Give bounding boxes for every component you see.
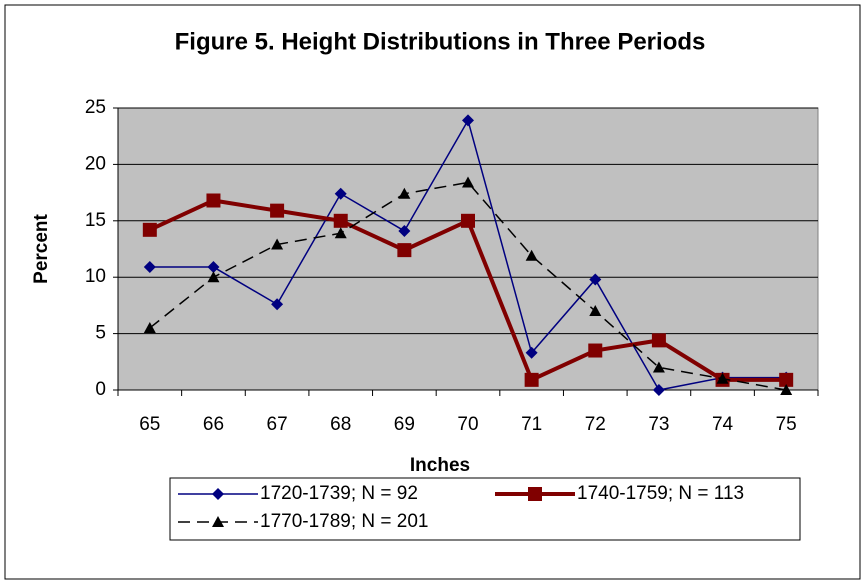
data-point bbox=[779, 372, 794, 387]
data-point bbox=[143, 321, 156, 333]
data-point bbox=[270, 203, 285, 218]
x-tick-label: 67 bbox=[267, 414, 288, 435]
data-point bbox=[334, 227, 347, 239]
y-tick-label: 0 bbox=[95, 379, 106, 400]
data-point bbox=[652, 384, 665, 396]
data-point bbox=[651, 333, 666, 348]
chart-title: Figure 5. Height Distributions in Three … bbox=[175, 28, 706, 55]
x-tick-label: 71 bbox=[521, 414, 542, 435]
legend-label: 1740-1759; N = 113 bbox=[577, 483, 744, 504]
data-point bbox=[589, 273, 602, 286]
data-point bbox=[462, 176, 474, 188]
legend-marker bbox=[528, 487, 542, 501]
x-tick-label: 65 bbox=[139, 414, 160, 435]
legend-box bbox=[169, 477, 801, 541]
y-tick-label: 25 bbox=[85, 97, 106, 118]
data-point bbox=[525, 346, 538, 359]
data-point bbox=[524, 372, 539, 387]
data-point bbox=[461, 213, 475, 228]
data-point bbox=[206, 193, 221, 208]
legend-marker bbox=[212, 488, 224, 500]
x-tick-label: 70 bbox=[457, 414, 478, 435]
data-point bbox=[462, 114, 474, 127]
data-point bbox=[207, 271, 220, 283]
data-point bbox=[397, 243, 412, 258]
data-point bbox=[780, 384, 793, 395]
plot-area bbox=[117, 107, 819, 391]
legend-marker bbox=[212, 516, 224, 527]
data-point bbox=[333, 213, 348, 228]
data-point bbox=[334, 187, 347, 200]
x-axis-title: Inches bbox=[410, 455, 470, 476]
y-axis-title: Percent bbox=[31, 213, 52, 283]
legend-label: 1770-1789; N = 201 bbox=[260, 511, 429, 532]
data-point bbox=[143, 261, 156, 274]
y-tick-label: 10 bbox=[85, 266, 106, 287]
data-point bbox=[716, 372, 729, 384]
x-tick-label: 66 bbox=[203, 414, 224, 435]
y-tick-label: 5 bbox=[95, 323, 106, 344]
data-point bbox=[207, 261, 220, 274]
x-tick-label: 73 bbox=[648, 414, 669, 435]
data-point bbox=[271, 238, 284, 250]
legend-label: 1720-1739; N = 92 bbox=[260, 483, 418, 504]
data-point bbox=[589, 305, 602, 317]
data-point bbox=[142, 222, 157, 237]
data-point bbox=[652, 361, 665, 373]
data-point bbox=[271, 298, 284, 311]
data-point bbox=[588, 343, 603, 358]
x-tick-label: 74 bbox=[712, 414, 734, 435]
x-tick-label: 68 bbox=[330, 414, 351, 435]
data-point bbox=[398, 187, 411, 199]
x-tick-label: 69 bbox=[394, 414, 415, 435]
data-point bbox=[398, 224, 411, 237]
x-tick-label: 75 bbox=[776, 414, 797, 435]
data-point bbox=[525, 249, 538, 261]
y-tick-label: 20 bbox=[85, 153, 106, 174]
y-tick-label: 15 bbox=[85, 210, 106, 231]
x-tick-label: 72 bbox=[585, 414, 606, 435]
